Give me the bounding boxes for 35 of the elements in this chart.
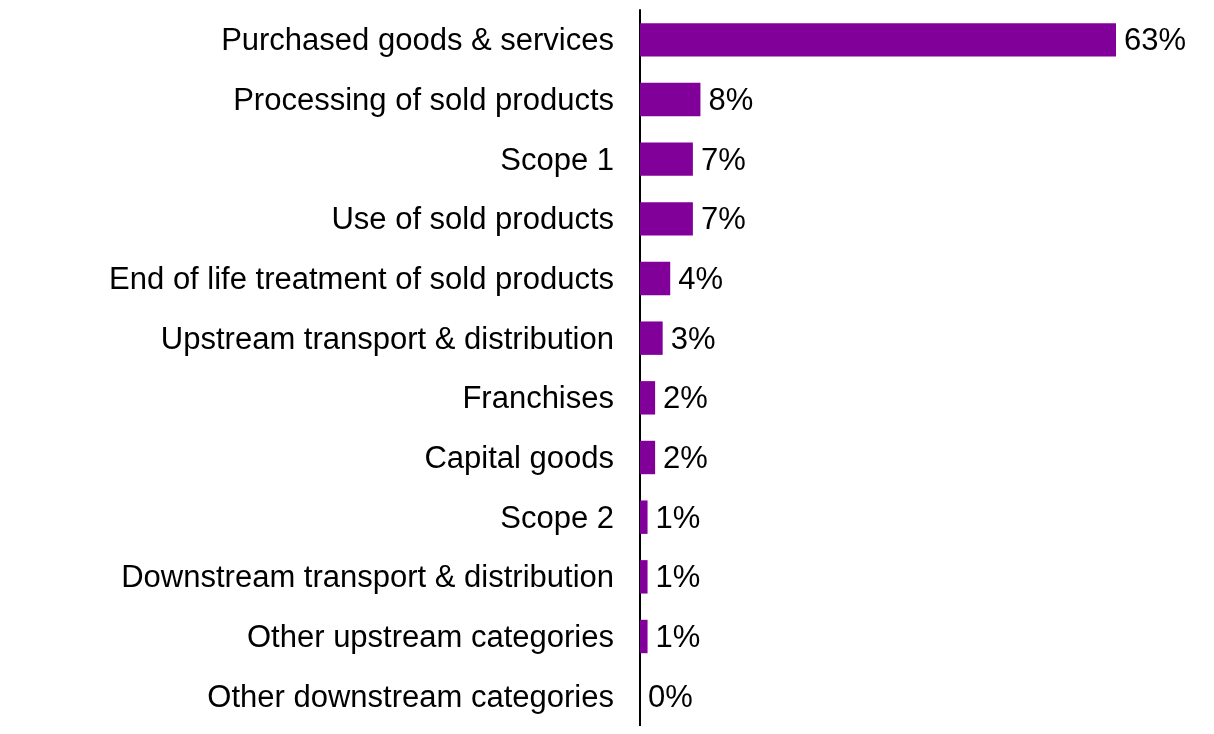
data-label: 0% bbox=[648, 678, 693, 714]
y-tick-label: Downstream transport & distribution bbox=[121, 559, 614, 595]
y-tick-label: Scope 2 bbox=[500, 499, 614, 535]
bar bbox=[640, 440, 656, 475]
data-label: 1% bbox=[655, 499, 701, 535]
bar bbox=[640, 500, 648, 534]
data-label: 63% bbox=[1124, 22, 1187, 58]
bar bbox=[640, 261, 671, 296]
bar bbox=[640, 619, 648, 654]
data-label: 8% bbox=[708, 82, 754, 117]
data-label: 7% bbox=[700, 141, 746, 177]
data-label: 2% bbox=[663, 380, 708, 416]
data-label: 1% bbox=[655, 559, 701, 595]
y-tick-label: Other upstream categories bbox=[246, 619, 614, 654]
bar bbox=[640, 142, 693, 176]
y-tick-label: Capital goods bbox=[424, 440, 614, 475]
y-tick-label: Franchises bbox=[462, 380, 614, 416]
bar bbox=[640, 321, 663, 355]
data-label: 1% bbox=[655, 619, 701, 654]
bar bbox=[640, 23, 1116, 57]
data-label: 2% bbox=[663, 440, 708, 475]
bar bbox=[640, 82, 701, 117]
y-tick-label: Other downstream categories bbox=[207, 678, 614, 714]
bar bbox=[640, 202, 693, 236]
y-tick-label: Scope 1 bbox=[500, 141, 614, 177]
data-label: 4% bbox=[678, 261, 724, 296]
bar bbox=[640, 381, 656, 415]
y-tick-label: Purchased goods & services bbox=[221, 22, 614, 58]
y-tick-label: Processing of sold products bbox=[233, 82, 614, 117]
y-tick-label: Use of sold products bbox=[331, 201, 614, 237]
data-label: 7% bbox=[700, 201, 746, 237]
bar bbox=[640, 560, 648, 594]
y-tick-label: End of life treatment of sold products bbox=[109, 261, 614, 296]
y-tick-label: Upstream transport & distribution bbox=[160, 320, 614, 356]
data-label: 3% bbox=[670, 320, 716, 356]
